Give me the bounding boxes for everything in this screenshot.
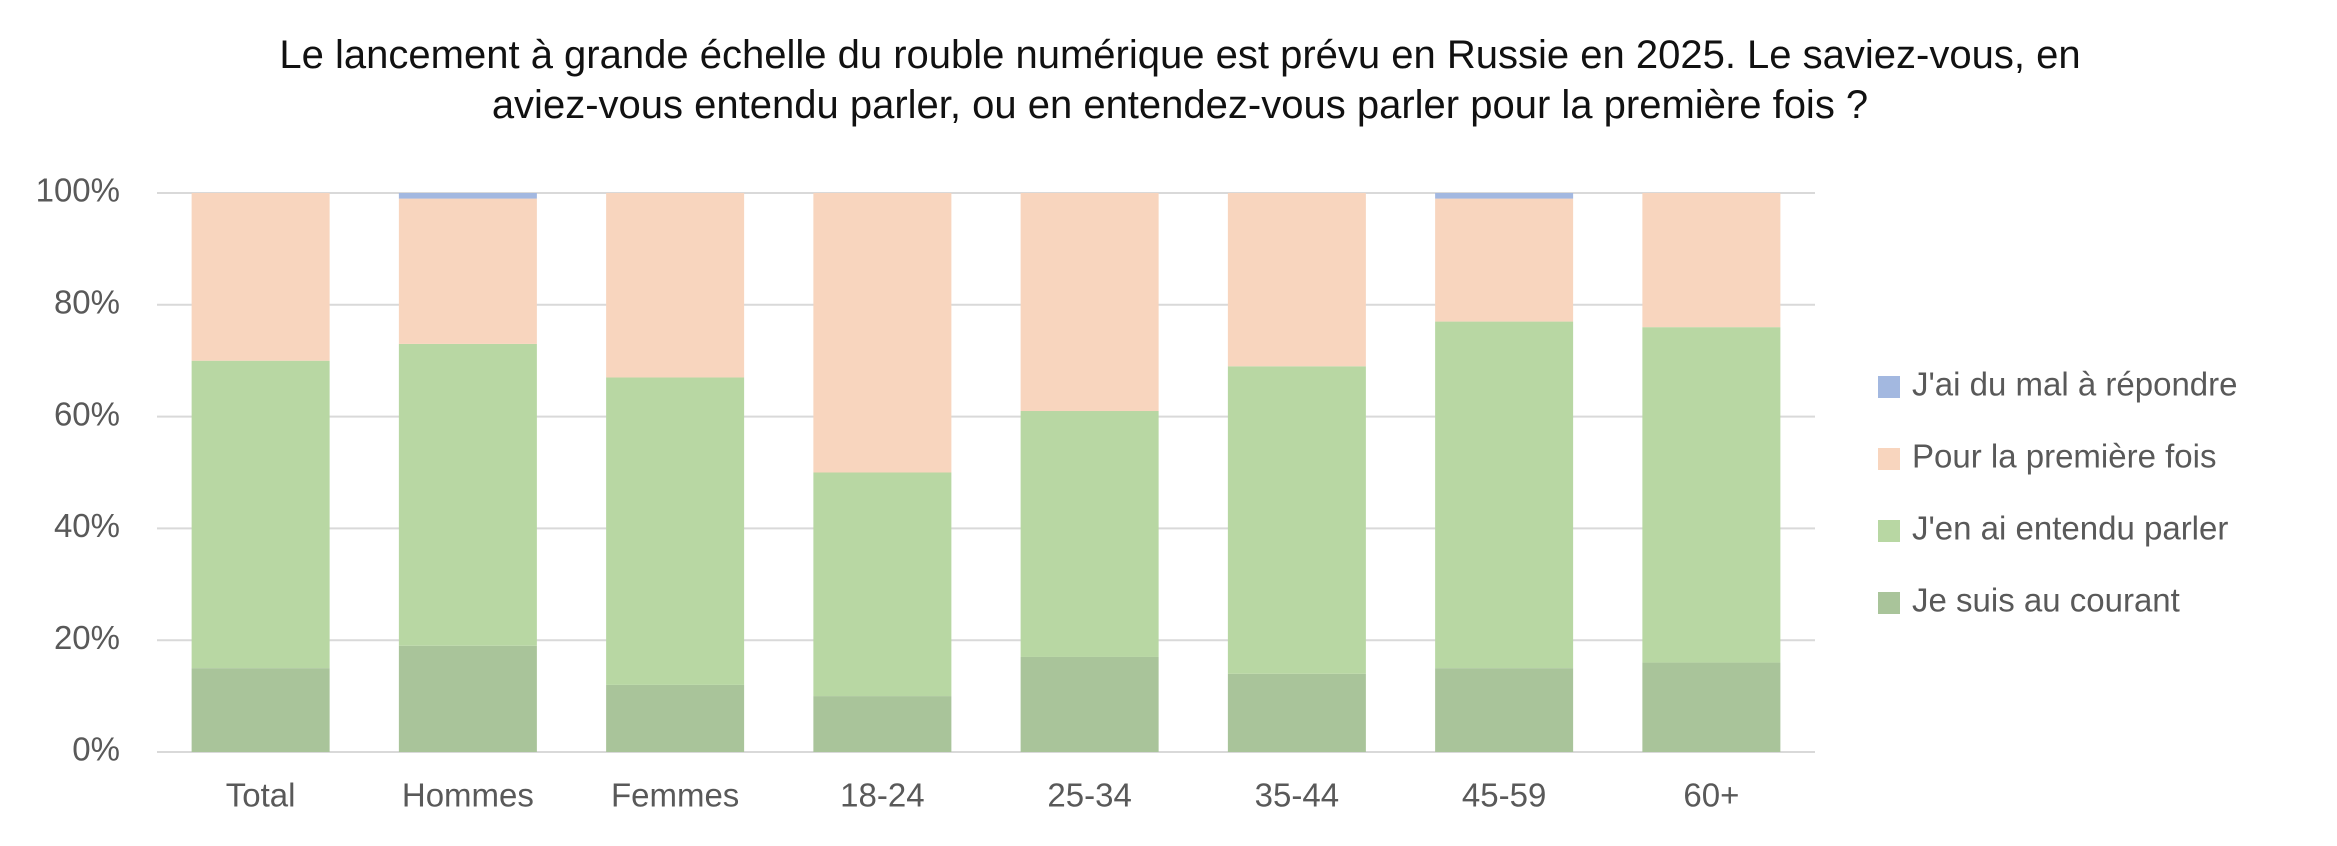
bar-segment [813, 472, 952, 697]
legend-swatch [1878, 592, 1900, 614]
x-tick-label: Hommes [402, 777, 534, 814]
legend-label: Pour la première fois [1912, 438, 2216, 475]
bar-segment [191, 360, 330, 669]
bar-segment [398, 645, 537, 752]
bar-segment [1020, 193, 1159, 412]
bar-segment [1227, 193, 1366, 367]
bar-segment [398, 343, 537, 646]
bar-segment [1020, 656, 1159, 752]
bar-segment [1227, 366, 1366, 674]
x-tick-label: 35-44 [1255, 777, 1339, 814]
y-tick-label: 60% [54, 395, 120, 432]
x-tick-label: Femmes [611, 777, 739, 814]
x-tick-label: Total [226, 777, 296, 814]
x-tick-label: 60+ [1683, 777, 1739, 814]
bar-segment [813, 696, 952, 752]
legend-swatch [1878, 520, 1900, 542]
y-tick-label: 0% [72, 731, 120, 768]
bar-segment [1642, 327, 1781, 663]
bar-segment [1020, 411, 1159, 657]
legend-swatch [1878, 448, 1900, 470]
bar-segment [1435, 321, 1574, 669]
bar-segment [1435, 193, 1574, 199]
legend-label: J'en ai entendu parler [1912, 510, 2228, 547]
bar-segment [191, 668, 330, 752]
bar-segment [398, 198, 537, 344]
bar-segment [606, 684, 745, 752]
x-tick-label: 18-24 [840, 777, 924, 814]
bar-segment [1642, 193, 1781, 328]
y-tick-label: 20% [54, 619, 120, 656]
legend-swatch [1878, 376, 1900, 398]
bar-segment [191, 193, 330, 361]
chart-title: Le lancement à grande échelle du rouble … [279, 33, 2081, 127]
legend-label: Je suis au courant [1912, 582, 2180, 619]
y-tick-label: 100% [36, 172, 120, 209]
bar-segment [1642, 662, 1781, 752]
legend-label: J'ai du mal à répondre [1912, 366, 2238, 403]
x-tick-label: 45-59 [1462, 777, 1546, 814]
bar-segment [606, 193, 745, 378]
bar-segment [398, 193, 537, 199]
bar-segment [1435, 198, 1574, 322]
bar-segment [1435, 668, 1574, 752]
bar-segment [1227, 673, 1366, 752]
x-tick-label: 25-34 [1047, 777, 1131, 814]
y-tick-label: 40% [54, 507, 120, 544]
y-tick-label: 80% [54, 284, 120, 321]
bar-segment [606, 377, 745, 685]
bar-segment [813, 193, 952, 473]
